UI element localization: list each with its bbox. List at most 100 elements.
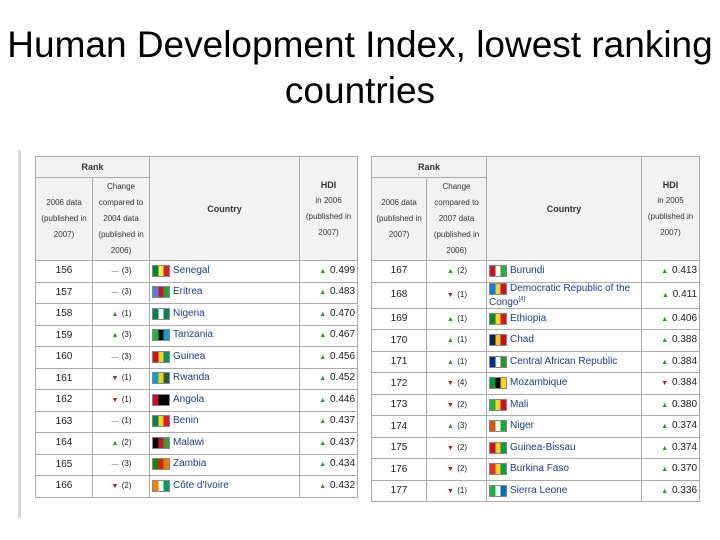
change-cell: — (3): [91, 346, 151, 369]
table-row: 169 ▲ (1) Ethiopia ▲ 0.406: [371, 307, 701, 331]
no-change-icon: —: [111, 461, 119, 469]
hdi-cell: ▲ 0.446: [299, 389, 359, 412]
table-row: 168 ▼ (1) Democratic Republic of the Congo…: [371, 281, 701, 309]
up-arrow-icon: ▲: [319, 396, 327, 404]
change-cell: ▲ (1): [91, 303, 151, 326]
country-link[interactable]: Guinea: [173, 350, 206, 362]
country-cell: Guinea: [149, 346, 301, 369]
up-arrow-icon: ▲: [319, 332, 327, 340]
hdi-value: 0.388: [669, 334, 698, 346]
country-link[interactable]: Senegal: [173, 264, 210, 276]
rank-cell: 161: [35, 367, 93, 390]
change-value: (3): [455, 421, 467, 431]
table-row: 159 ▲ (3) Tanzania ▲ 0.467: [35, 324, 359, 347]
country-link[interactable]: Angola: [173, 393, 205, 405]
hdi-value: 0.384: [669, 377, 698, 389]
hdi-header-label: HDI: [662, 179, 679, 190]
country-link[interactable]: Democratic Republic of the Congo[4]: [489, 283, 631, 308]
change-value: (2): [455, 399, 467, 409]
table-row: 172 ▼ (4) Mozambique ▼ 0.384: [371, 372, 701, 395]
country-link[interactable]: Tanzania: [173, 329, 214, 341]
country-link[interactable]: Mozambique: [510, 377, 568, 389]
change-value: (1): [455, 335, 467, 345]
country-link[interactable]: Ethiopia: [510, 312, 547, 324]
country-link[interactable]: Niger: [510, 420, 534, 432]
flag-icon: [152, 479, 171, 492]
change-value: (2): [455, 265, 467, 275]
country-link[interactable]: Central African Republic: [510, 355, 618, 367]
country-link[interactable]: Burkina Faso: [510, 463, 569, 475]
up-arrow-icon: ▲: [661, 423, 669, 431]
country-link[interactable]: Côte d'Ivoire: [173, 479, 229, 491]
change-cell: ▼ (1): [425, 281, 488, 309]
country-link[interactable]: Benin: [173, 415, 199, 427]
country-link[interactable]: Sierra Leone: [510, 484, 568, 496]
change-cell: ▲ (1): [425, 307, 488, 331]
country-link[interactable]: Nigeria: [173, 307, 205, 319]
flag-icon: [152, 264, 171, 277]
up-arrow-icon: ▲: [661, 487, 669, 495]
change-value: (3): [119, 351, 132, 361]
hdi-cell: ▲ 0.411: [641, 281, 701, 309]
up-arrow-icon: ▲: [111, 332, 119, 340]
no-change-icon: —: [111, 289, 119, 297]
rank-cell: 172: [371, 372, 427, 395]
hdi-cell: ▲ 0.456: [299, 346, 359, 369]
change-cell: — (1): [91, 410, 151, 433]
country-header: Country: [149, 156, 301, 261]
rank-cell: 166: [35, 475, 93, 498]
down-arrow-icon: ▼: [447, 487, 454, 495]
change-value: (3): [119, 287, 132, 297]
change-value: (1): [455, 313, 467, 323]
country-link[interactable]: Chad: [510, 334, 534, 346]
table-row: 156— (3) Senegal ▲ 0.499: [35, 260, 359, 283]
country-cell: Sierra Leone: [486, 479, 643, 503]
flag-icon: [489, 355, 508, 368]
hdi-header-label: HDI: [320, 179, 337, 190]
up-arrow-icon: ▲: [111, 439, 119, 447]
down-arrow-icon: ▼: [661, 380, 669, 388]
country-link[interactable]: Guinea-Bissau: [510, 441, 576, 453]
change-cell: ▲ (1): [425, 329, 488, 352]
country-link[interactable]: Zambia: [173, 458, 207, 470]
hdi-value: 0.452: [327, 372, 356, 384]
hdi-cell: ▲ 0.380: [641, 393, 701, 417]
up-arrow-icon: ▲: [447, 423, 454, 431]
rank-cell: 160: [35, 346, 93, 369]
down-arrow-icon: ▼: [111, 396, 119, 404]
down-arrow-icon: ▼: [447, 401, 454, 409]
hdi-cell: ▲ 0.452: [299, 367, 359, 390]
flag-icon: [152, 393, 171, 406]
hdi-value: 0.413: [669, 264, 698, 276]
down-arrow-icon: ▼: [447, 380, 454, 388]
hdi-cell: ▲ 0.437: [299, 432, 359, 455]
hdi-cell: ▲ 0.336: [641, 479, 701, 503]
hdi-cell: ▲ 0.499: [299, 260, 359, 283]
country-cell: Côte d'Ivoire: [149, 475, 301, 498]
down-arrow-icon: ▼: [447, 466, 454, 474]
footnote-ref[interactable]: [4]: [518, 296, 526, 303]
table-row: 162 ▼ (1) Angola ▲ 0.446: [35, 389, 359, 412]
hdi-cell: ▲ 0.374: [641, 436, 701, 460]
table-row: 164 ▲ (2) Malawi ▲ 0.437: [35, 432, 359, 455]
country-link[interactable]: Eritrea: [173, 286, 203, 298]
rank-cell: 163: [35, 410, 93, 433]
change-value: (1): [455, 289, 467, 299]
country-link[interactable]: Mali: [510, 398, 529, 410]
hdi-cell: ▲ 0.374: [641, 415, 701, 438]
table-row: 171 ▲ (1) Central African Republic ▲ 0.384: [371, 350, 701, 374]
change-value: (3): [119, 265, 132, 275]
country-link[interactable]: Burundi: [510, 264, 545, 276]
flag-icon: [489, 312, 508, 325]
country-link[interactable]: Malawi: [173, 436, 205, 448]
change-cell: ▲ (1): [425, 350, 488, 374]
rank-cell: 177: [371, 479, 427, 503]
down-arrow-icon: ▼: [111, 375, 119, 383]
hdi-cell: ▲ 0.470: [299, 303, 359, 326]
change-value: (1): [119, 308, 132, 318]
country-link[interactable]: Rwanda: [173, 372, 210, 384]
country-cell: Zambia: [149, 453, 301, 476]
hdi-value: 0.434: [327, 458, 356, 470]
hdi-value: 0.483: [327, 286, 356, 298]
change-cell: ▲ (2): [425, 260, 488, 283]
